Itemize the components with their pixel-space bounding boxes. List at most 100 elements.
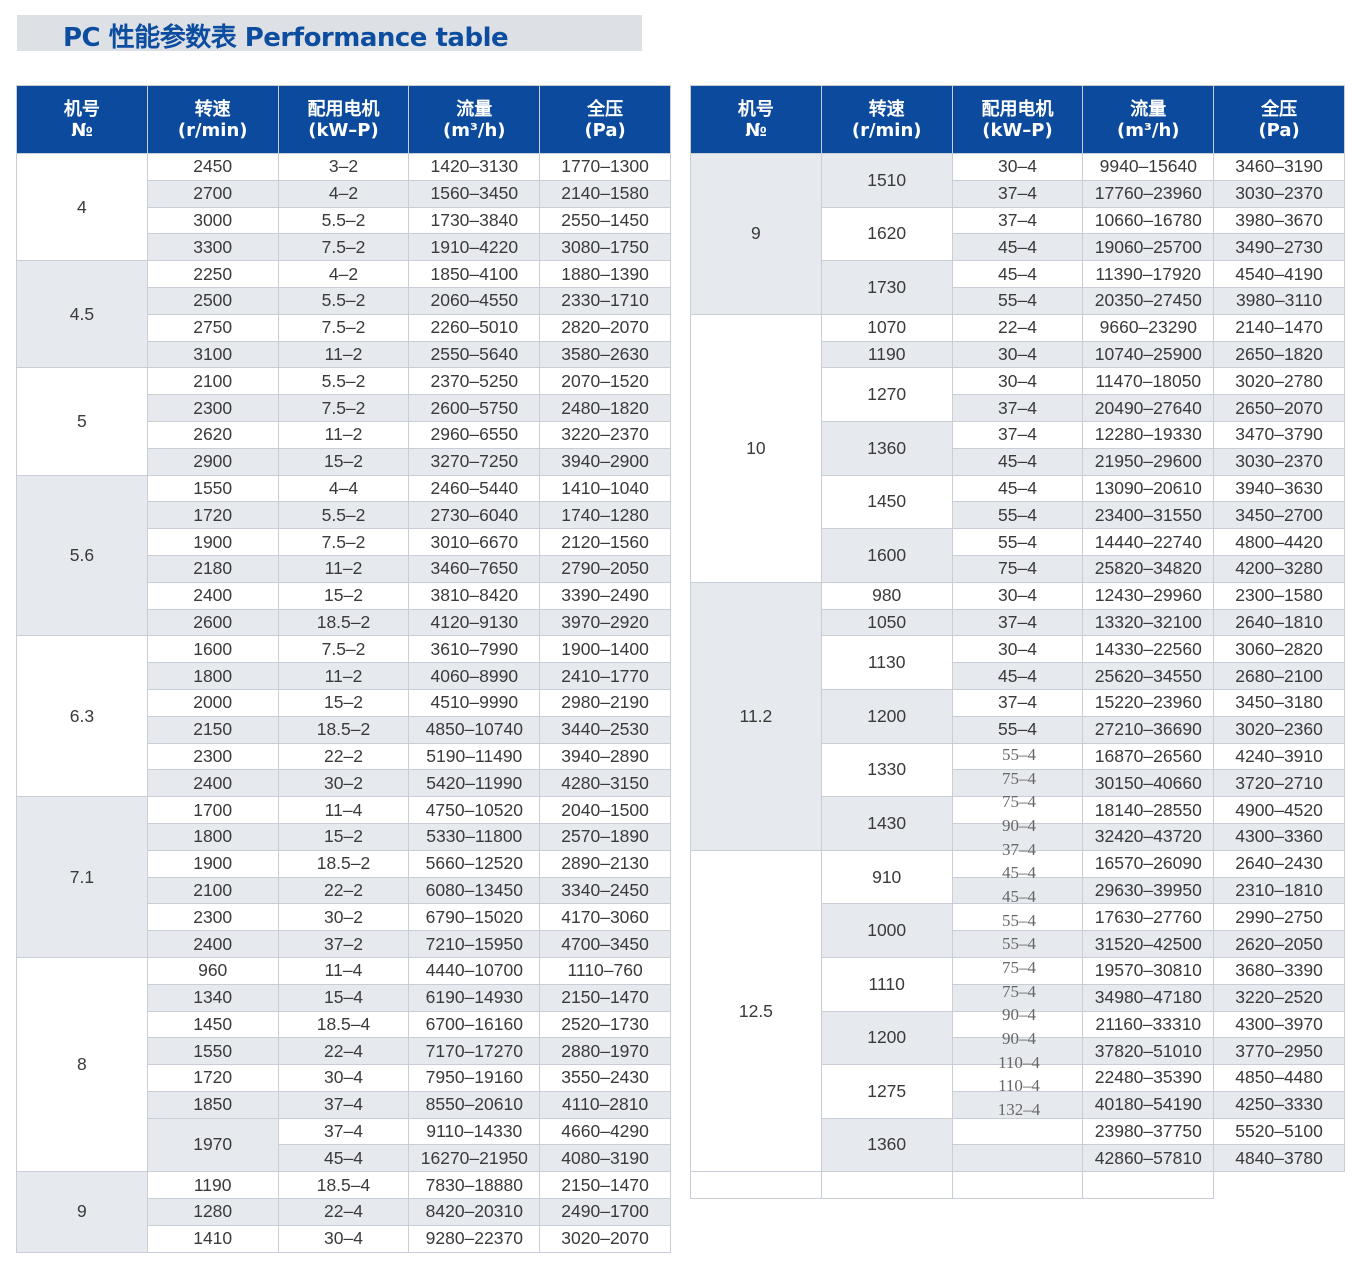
- speed-cell: 2500: [146, 286, 279, 315]
- column-header: 转速 (r/min): [820, 85, 953, 154]
- airflow-cell: 30150–40660: [1082, 769, 1215, 798]
- motor-cell: 18.5–4: [277, 1010, 410, 1039]
- pressure-cell: 4540–4190: [1213, 260, 1345, 288]
- fan-number-cell: 5: [16, 367, 148, 476]
- airflow-cell: 3010–6670: [408, 528, 541, 556]
- motor-label: 75–4: [1002, 957, 1036, 977]
- airflow-cell: 9660–23290: [1082, 313, 1215, 342]
- airflow-cell: 1910–4220: [408, 233, 541, 262]
- table-row: 37–4 20490–27640 2650–2070: [691, 394, 1345, 422]
- motor-cell: 45–4: [951, 662, 1084, 690]
- airflow-cell: 4440–10700: [408, 956, 541, 985]
- airflow-cell: 16570–26090: [1082, 849, 1215, 878]
- speed-cell: 1550: [146, 474, 279, 503]
- speed-cell: 1050: [820, 608, 953, 637]
- speed-cell: 3000: [146, 206, 279, 235]
- airflow-cell: 31520–42500: [1082, 930, 1215, 958]
- pressure-cell: 3220–2520: [1213, 983, 1345, 1012]
- table-row: 1720 5.5–2 2730–6040 1740–1280: [17, 501, 671, 530]
- table-row: 55–4 27210–36690 3020–2360: [691, 715, 1345, 744]
- airflow-cell: 4120–9130: [408, 608, 541, 637]
- speed-cell: 2300: [146, 903, 279, 932]
- pressure-cell: 2650–2070: [1213, 394, 1345, 422]
- table-row: 3000 5.5–2 1730–3840 2550–1450: [17, 206, 671, 235]
- motor-cell: 30–2: [277, 903, 410, 932]
- header-en: (kW–P): [982, 119, 1053, 141]
- motor-cell: 30–4: [951, 340, 1084, 369]
- pressure-cell: 3940–2890: [539, 742, 671, 771]
- fan-number-cell: 4: [16, 152, 148, 262]
- airflow-cell: 6700–16160: [408, 1010, 541, 1039]
- speed-cell: 1410: [146, 1224, 279, 1253]
- motor-label: 110–4: [998, 1076, 1040, 1096]
- speed-cell: 1800: [146, 662, 279, 690]
- motor-label: 90–4: [1002, 815, 1036, 835]
- motor-cell: 30–4: [951, 367, 1084, 396]
- speed-cell: 2750: [146, 313, 279, 342]
- pressure-cell: 2650–1820: [1213, 340, 1345, 369]
- motor-cell: 7.5–2: [277, 233, 410, 262]
- table-row: 9 1190 18.5–4 7830–18880 2150–1470: [16, 1171, 671, 1253]
- motor-cell: 15–2: [277, 447, 410, 476]
- pressure-cell: 3470–3790: [1213, 420, 1345, 449]
- motor-cell: [951, 903, 1084, 932]
- motor-cell: 37–4: [951, 179, 1084, 208]
- motor-cell: 30–2: [277, 769, 410, 798]
- table-row: 2400 30–2 5420–11990 4280–3150: [17, 769, 671, 798]
- header-en: (m³/h): [443, 119, 506, 141]
- speed-cell: 2180: [146, 554, 279, 583]
- pressure-cell: 1900–1400: [539, 635, 671, 664]
- table-row: 2600 18.5–2 4120–9130 3970–2920: [17, 608, 671, 637]
- motor-cell: 30–4: [951, 153, 1084, 181]
- header-zh: 配用电机: [981, 98, 1054, 120]
- speed-cell: 1280: [146, 1198, 279, 1226]
- airflow-cell: 18140–28550: [1082, 796, 1215, 824]
- pressure-cell: 4300–3970: [1213, 1010, 1345, 1039]
- pressure-cell: 1410–1040: [539, 474, 671, 503]
- table-row: 1360 37–4 12280–19330 3470–3790: [691, 420, 1345, 476]
- motor-cell: 37–4: [951, 608, 1084, 637]
- table-row: 32420–43720 4300–3360: [691, 822, 1345, 851]
- speed-cell: 1970: [146, 1117, 279, 1173]
- table-row: 1450 45–4 13090–20610 3940–3630: [691, 474, 1345, 530]
- motor-cell: 45–4: [951, 233, 1084, 262]
- speed-cell: 980: [820, 581, 953, 610]
- pressure-cell: 3970–2920: [539, 608, 671, 637]
- empty-cell: [820, 1171, 953, 1200]
- motor-cell: 15–2: [277, 581, 410, 610]
- pressure-cell: 3580–2630: [539, 340, 671, 369]
- speed-cell: 2400: [146, 581, 279, 610]
- speed-cell: 1850: [146, 1090, 279, 1119]
- airflow-cell: 29630–39950: [1082, 876, 1215, 905]
- page-title: PC 性能参数表 Performance table: [63, 23, 509, 53]
- motor-cell: 45–4: [951, 474, 1084, 503]
- pressure-cell: 3720–2710: [1213, 769, 1345, 798]
- motor-cell: 15–2: [277, 822, 410, 851]
- airflow-cell: 22480–35390: [1082, 1064, 1215, 1092]
- airflow-cell: 20490–27640: [1082, 394, 1215, 422]
- column-header: 全压 (Pa): [539, 85, 671, 154]
- airflow-cell: 2960–6550: [408, 420, 541, 449]
- table-row: 42860–57810 4840–3780: [691, 1144, 1345, 1173]
- pressure-cell: 3940–3630: [1213, 474, 1345, 503]
- pressure-cell: 2550–1450: [539, 206, 671, 235]
- motor-label: 75–4: [1002, 792, 1036, 812]
- motor-label: 75–4: [1002, 981, 1036, 1001]
- pressure-cell: 2520–1730: [539, 1010, 671, 1039]
- motor-cell: 22–2: [277, 876, 410, 905]
- speed-cell: 1340: [146, 983, 279, 1012]
- motor-label: 90–4: [1002, 1005, 1036, 1025]
- speed-cell: 2400: [146, 930, 279, 958]
- airflow-cell: 9110–14330: [408, 1117, 541, 1146]
- motor-cell: 18.5–2: [277, 608, 410, 637]
- table-row: 7.1 1700 11–4 4750–10520 2040–1500: [16, 796, 671, 958]
- motor-cell: 5.5–2: [277, 501, 410, 530]
- motor-cell: 5.5–2: [277, 367, 410, 396]
- airflow-cell: 2460–5440: [408, 474, 541, 503]
- header-zh: 流量: [1130, 98, 1167, 120]
- column-header: 流量 (m³/h): [1082, 85, 1215, 154]
- table-row: 11.2 980 30–4 12430–29960 2300–1580: [690, 581, 1345, 851]
- speed-cell: 1330: [820, 742, 953, 798]
- table-row: 37–4 17760–23960 3030–2370: [691, 179, 1345, 208]
- motor-cell: 18.5–2: [277, 849, 410, 878]
